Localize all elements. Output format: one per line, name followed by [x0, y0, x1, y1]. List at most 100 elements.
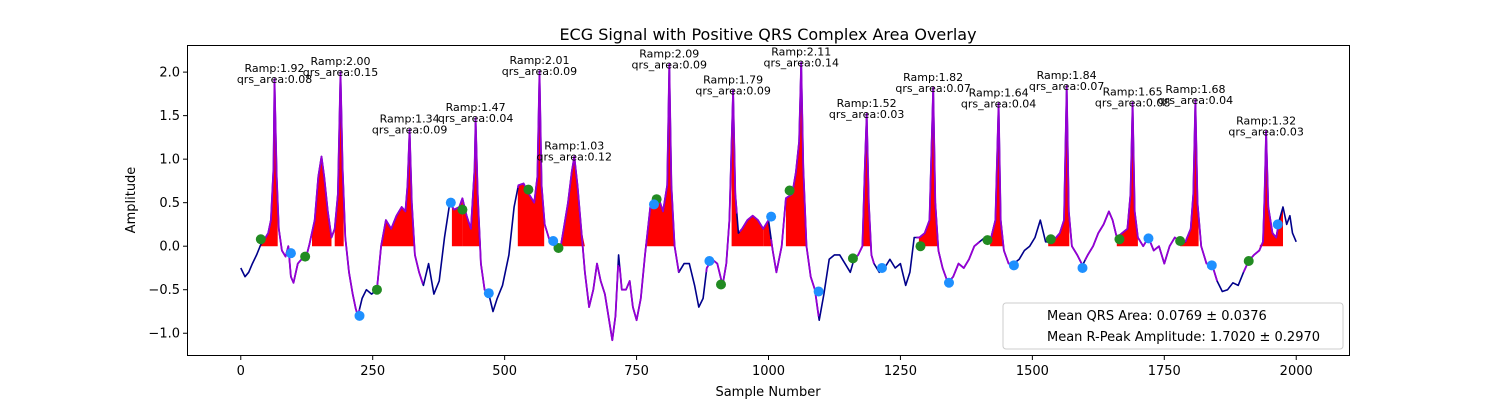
y-tick-label: −0.5	[148, 283, 180, 298]
qrs-offset-marker	[548, 235, 559, 246]
qrs-complex-line	[916, 86, 952, 284]
qrs-boundary-markers	[255, 184, 1283, 321]
qrs-complex-line	[738, 214, 770, 233]
qrs-complex-line	[1084, 210, 1120, 261]
y-tick-label: 1.0	[159, 153, 180, 168]
qrs-offset-marker	[648, 199, 659, 210]
peak-ramp-label: Ramp:1.52	[837, 97, 897, 110]
qrs-complex-line	[527, 70, 554, 246]
qrs-offset-marker	[285, 248, 296, 259]
peak-qrs-area-label: qrs_area:0.09	[632, 58, 707, 71]
qrs-onset-marker	[255, 234, 266, 245]
qrs-onset-marker	[982, 235, 993, 246]
qrs-area-fill	[260, 79, 278, 247]
peak-qrs-area-label: qrs_area:0.09	[372, 124, 447, 137]
qrs-complex-line	[304, 155, 340, 256]
qrs-offset-marker	[943, 277, 954, 288]
qrs-offset-marker	[445, 197, 456, 208]
legend-entry-r-peak: Mean R-Peak Amplitude: 1.7020 ± 0.2970	[1047, 330, 1320, 345]
peak-ramp-label: Ramp:1.82	[903, 71, 963, 84]
peak-qrs-area-label: qrs_area:0.07	[895, 82, 970, 95]
peak-ramp-label: Ramp:1.03	[544, 140, 604, 153]
qrs-area-fill	[462, 118, 489, 247]
x-tick-label: 250	[360, 364, 385, 379]
qrs-onset-marker	[915, 241, 926, 252]
peak-qrs-area-label: qrs_area:0.09	[502, 65, 577, 78]
qrs-area-fill	[731, 90, 764, 247]
y-tick-label: 2.0	[159, 66, 180, 81]
qrs-complex-line	[561, 155, 619, 342]
qrs-onset-marker	[457, 204, 468, 215]
qrs-offset-marker	[1077, 262, 1088, 273]
peak-qrs-area-label: qrs_area:0.03	[829, 108, 904, 121]
x-tick-label: 2000	[1280, 364, 1313, 379]
peak-annotations: Ramp:1.92qrs_area:0.08Ramp:2.00qrs_area:…	[237, 46, 1304, 164]
y-tick-label: 0.0	[159, 240, 180, 255]
qrs-offset-marker	[813, 286, 824, 297]
y-axis-label: Amplitude	[124, 167, 139, 234]
legend-box	[1002, 302, 1344, 350]
qrs-onset-marker	[716, 279, 727, 290]
peak-ramp-label: Ramp:2.09	[639, 47, 699, 60]
peak-qrs-area-label: qrs_area:0.09	[695, 84, 770, 97]
qrs-complex-line	[394, 128, 424, 284]
qrs-offset-marker	[766, 211, 777, 222]
qrs-complex-line	[454, 117, 490, 295]
peak-ramp-label: Ramp:1.64	[969, 86, 1029, 99]
peak-qrs-area-label: qrs_area:0.04	[438, 112, 513, 125]
x-tick-label: 500	[492, 364, 517, 379]
y-axis-ticks: −1.0 −0.5 0.0 0.5 1.0 1.5 2.0	[148, 66, 188, 342]
qrs-onset-marker	[1175, 235, 1186, 246]
peak-qrs-area-label: qrs_area:0.08	[237, 73, 312, 86]
x-tick-label: 750	[624, 364, 649, 379]
peak-qrs-area-label: qrs_area:0.14	[763, 57, 838, 70]
qrs-area-fill	[647, 64, 675, 247]
qrs-onset-marker	[371, 284, 382, 295]
legend-entry-qrs-area: Mean QRS Area: 0.0769 ± 0.0376	[1047, 309, 1267, 324]
peak-ramp-label: Ramp:1.92	[245, 62, 305, 75]
peak-ramp-label: Ramp:2.01	[509, 54, 569, 67]
peak-qrs-area-label: qrs_area:0.08	[1095, 97, 1170, 110]
y-tick-label: 1.5	[159, 109, 180, 124]
qrs-complex-line	[376, 219, 396, 290]
qrs-onset-marker	[847, 253, 858, 264]
y-tick-label: 0.5	[159, 196, 180, 211]
qrs-offset-marker	[704, 255, 715, 266]
peak-ramp-label: Ramp:2.00	[310, 55, 370, 68]
qrs-complex-line	[1118, 101, 1150, 248]
qrs-onset-marker	[553, 242, 564, 253]
qrs-onset-marker	[300, 251, 311, 262]
qrs-area-fill	[517, 71, 545, 247]
peak-qrs-area-label: qrs_area:0.04	[1158, 94, 1233, 107]
qrs-offset-marker	[1008, 260, 1019, 271]
peak-qrs-area-label: qrs_area:0.07	[1029, 80, 1104, 93]
x-axis-label: Sample Number	[715, 385, 821, 400]
x-tick-label: 1750	[1148, 364, 1181, 379]
chart-title: ECG Signal with Positive QRS Complex Are…	[559, 25, 976, 44]
qrs-area-fill	[1248, 131, 1283, 247]
peak-ramp-label: Ramp:1.34	[380, 113, 440, 126]
qrs-area-fill	[1180, 100, 1199, 247]
qrs-offset-marker	[1206, 260, 1217, 271]
qrs-onset-marker	[1243, 255, 1254, 266]
peak-ramp-label: Ramp:1.79	[703, 73, 763, 86]
qrs-onset-marker	[1114, 234, 1125, 245]
x-tick-label: 1500	[1016, 364, 1049, 379]
x-tick-label: 1000	[752, 364, 785, 379]
qrs-area-fill	[312, 156, 332, 247]
peak-qrs-area-label: qrs_area:0.12	[537, 151, 612, 164]
qrs-complex-line	[949, 241, 981, 281]
peak-ramp-label: Ramp:1.68	[1165, 83, 1225, 96]
qrs-offset-marker	[876, 262, 887, 273]
x-tick-label: 0	[237, 364, 245, 379]
qrs-offset-marker	[1272, 219, 1283, 230]
peak-ramp-label: Ramp:1.65	[1103, 86, 1163, 99]
qrs-onset-marker	[1045, 234, 1056, 245]
qrs-onset-marker	[784, 185, 795, 196]
x-tick-label: 1250	[884, 364, 917, 379]
qrs-complex-line	[770, 61, 820, 317]
peak-qrs-area-label: qrs_area:0.15	[303, 66, 378, 79]
peak-ramp-label: Ramp:1.32	[1236, 114, 1296, 127]
qrs-complex-line	[1242, 130, 1279, 273]
